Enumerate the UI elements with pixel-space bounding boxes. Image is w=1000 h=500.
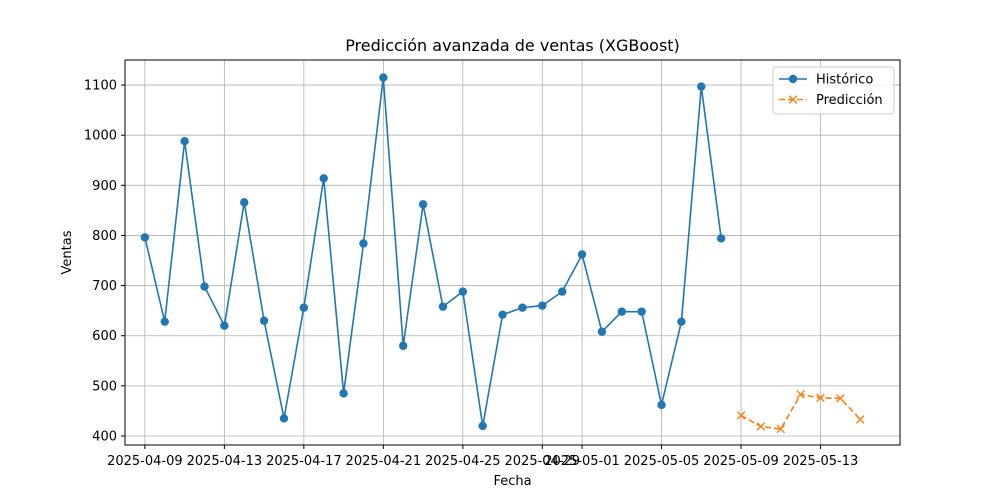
legend-label: Predicción — [816, 93, 883, 108]
x-tick-label: 2025-04-21 — [346, 454, 422, 469]
data-point — [339, 389, 348, 398]
y-tick-label: 900 — [92, 179, 117, 194]
data-point — [180, 137, 189, 146]
data-point — [677, 317, 686, 326]
data-point — [716, 234, 726, 243]
y-tick-label: 600 — [92, 329, 117, 344]
x-tick-label: 2025-04-29 — [505, 454, 581, 469]
y-axis-label: Ventas — [60, 230, 75, 274]
data-point — [200, 282, 209, 291]
y-tick-label: 400 — [92, 429, 117, 444]
data-point — [776, 424, 786, 434]
plot-frame — [124, 59, 901, 446]
chart-title: Predicción avanzada de ventas (XGBoost) — [345, 36, 680, 55]
y-tick-label: 1100 — [84, 79, 117, 94]
data-point — [458, 287, 468, 296]
data-point — [736, 411, 746, 420]
x-tick-label: 2025-05-01 — [544, 454, 620, 469]
x-tick-label: 2025-04-13 — [187, 454, 263, 469]
data-point — [756, 422, 766, 431]
data-point — [657, 400, 666, 410]
data-point — [399, 341, 408, 350]
legend-label: Histórico — [816, 73, 873, 88]
data-point — [319, 174, 328, 183]
data-point — [855, 415, 865, 424]
data-point — [697, 82, 706, 91]
data-point — [259, 316, 269, 325]
data-point — [478, 421, 487, 431]
y-tick-label: 800 — [92, 229, 117, 244]
data-point — [438, 302, 448, 311]
data-point — [220, 321, 229, 330]
legend-item-prediccion: Predicción — [779, 93, 883, 108]
data-point — [597, 327, 607, 336]
x-tick-label: 2025-05-09 — [703, 454, 779, 469]
x-axis-label: Fecha — [493, 474, 531, 489]
series-prediccion — [736, 390, 865, 434]
data-point — [796, 390, 805, 399]
axis-ticks: 400 500 600 700 800 900 1000 1100 2025-04-09 2025… — [84, 79, 858, 469]
data-point — [577, 250, 587, 259]
legend-marker — [788, 74, 798, 84]
x-tick-label: 2025-05-13 — [783, 454, 859, 469]
legend: Histórico Predicción — [772, 66, 895, 115]
series-layer — [140, 73, 865, 434]
legend-item-historico: Histórico — [779, 73, 873, 88]
series-historico — [140, 73, 726, 431]
data-point — [557, 287, 567, 296]
y-tick-label: 500 — [92, 379, 117, 394]
y-tick-label: 700 — [92, 279, 117, 294]
data-point — [836, 394, 845, 403]
data-point — [637, 307, 646, 316]
data-point — [299, 303, 309, 312]
data-point — [279, 414, 289, 423]
data-point — [538, 301, 547, 310]
data-point — [160, 317, 169, 326]
data-point — [359, 239, 368, 248]
x-tick-label: 2025-05-05 — [624, 454, 700, 469]
data-point — [498, 310, 507, 319]
x-tick-label: 2025-04-25 — [425, 454, 501, 469]
data-point — [816, 393, 825, 403]
x-tick-label: 2025-04-09 — [107, 454, 183, 469]
data-point — [140, 233, 150, 242]
data-point — [418, 200, 428, 209]
data-point — [617, 307, 626, 316]
data-point — [240, 198, 249, 207]
data-point — [518, 303, 527, 312]
data-point — [379, 73, 388, 82]
x-tick-label: 2025-04-17 — [266, 454, 342, 469]
y-tick-label: 1000 — [84, 129, 117, 144]
